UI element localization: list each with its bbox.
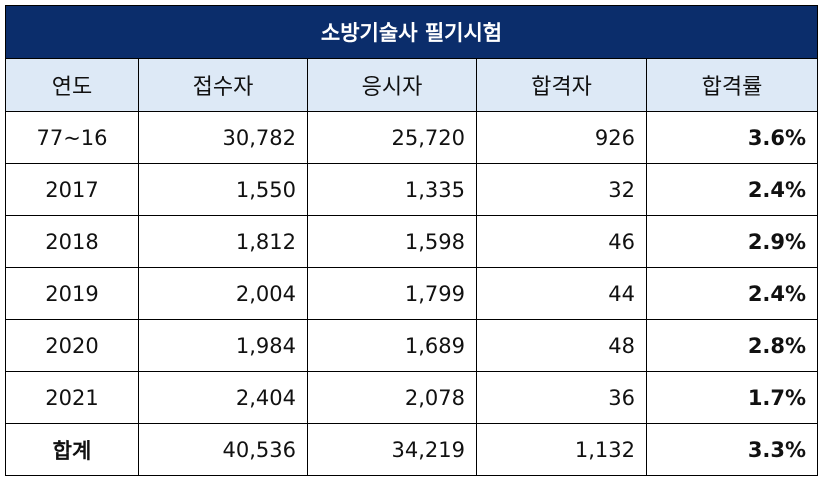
table-row: 2019 2,004 1,799 44 2.4% [5, 267, 819, 320]
applicants-cell: 30,782 [138, 111, 308, 164]
pass-rate-cell: 2.8% [645, 319, 819, 372]
applicants-cell: 2,404 [138, 371, 308, 424]
passers-cell: 44 [476, 267, 647, 320]
pass-rate-cell: 3.6% [645, 111, 819, 164]
header-row: 연도 접수자 응시자 합격자 합격률 [5, 58, 819, 112]
column-header-pass-rate: 합격률 [645, 58, 819, 112]
applicants-cell: 1,550 [138, 163, 308, 216]
table-row: 2018 1,812 1,598 46 2.9% [5, 215, 819, 268]
pass-rate-cell: 3.3% [645, 423, 819, 476]
year-cell: 합계 [5, 423, 139, 476]
passers-cell: 926 [476, 111, 647, 164]
examinees-cell: 1,598 [307, 215, 477, 268]
examinees-cell: 34,219 [307, 423, 477, 476]
applicants-cell: 1,812 [138, 215, 308, 268]
column-header-applicants: 접수자 [138, 58, 308, 112]
year-cell: 77~16 [5, 111, 139, 164]
column-header-examinees: 응시자 [307, 58, 477, 112]
year-cell: 2021 [5, 371, 139, 424]
passers-cell: 46 [476, 215, 647, 268]
pass-rate-cell: 2.4% [645, 163, 819, 216]
pass-rate-cell: 1.7% [645, 371, 819, 424]
passers-cell: 36 [476, 371, 647, 424]
table-row: 2020 1,984 1,689 48 2.8% [5, 319, 819, 372]
applicants-cell: 2,004 [138, 267, 308, 320]
year-cell: 2020 [5, 319, 139, 372]
total-row: 합계 40,536 34,219 1,132 3.3% [5, 423, 819, 476]
exam-results-table: 소방기술사 필기시험 연도 접수자 응시자 합격자 합격률 77~16 30,78… [4, 5, 819, 476]
examinees-cell: 25,720 [307, 111, 477, 164]
passers-cell: 48 [476, 319, 647, 372]
examinees-cell: 1,689 [307, 319, 477, 372]
passers-cell: 32 [476, 163, 647, 216]
table-row: 2017 1,550 1,335 32 2.4% [5, 163, 819, 216]
examinees-cell: 1,335 [307, 163, 477, 216]
exam-table-container: 소방기술사 필기시험 연도 접수자 응시자 합격자 합격률 77~16 30,78… [4, 5, 819, 476]
pass-rate-cell: 2.4% [645, 267, 819, 320]
table-title: 소방기술사 필기시험 [4, 5, 819, 59]
pass-rate-cell: 2.9% [645, 215, 819, 268]
table-row: 2021 2,404 2,078 36 1.7% [5, 371, 819, 424]
column-header-year: 연도 [5, 58, 139, 112]
table-body: 77~16 30,782 25,720 926 3.6% 2017 1,550 1,335 32… [5, 111, 819, 476]
passers-cell: 1,132 [476, 423, 647, 476]
table-row: 77~16 30,782 25,720 926 3.6% [5, 111, 819, 164]
year-cell: 2018 [5, 215, 139, 268]
year-cell: 2017 [5, 163, 139, 216]
applicants-cell: 1,984 [138, 319, 308, 372]
applicants-cell: 40,536 [138, 423, 308, 476]
year-cell: 2019 [5, 267, 139, 320]
examinees-cell: 2,078 [307, 371, 477, 424]
examinees-cell: 1,799 [307, 267, 477, 320]
column-header-passers: 합격자 [476, 58, 647, 112]
